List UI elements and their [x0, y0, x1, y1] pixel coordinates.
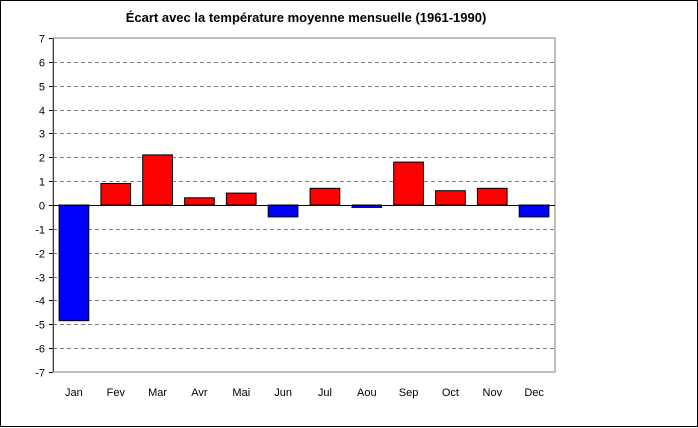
bar-mai [225, 192, 257, 206]
bar-jun [267, 204, 299, 218]
bar-avr [184, 197, 215, 206]
x-tick-label: Mar [148, 387, 167, 399]
bar-mar [142, 154, 173, 206]
y-tick-label: 4 [39, 106, 45, 118]
bars [58, 154, 550, 322]
x-tick-label: Mai [232, 387, 250, 399]
bar-fev [100, 183, 132, 206]
y-tick-label: 7 [39, 34, 45, 46]
y-tick-label: 3 [39, 129, 45, 141]
x-tick-label: Oct [442, 387, 459, 399]
y-tick-label: -5 [35, 320, 45, 332]
x-tick-label: Nov [483, 387, 503, 399]
x-tick-label: Jun [274, 387, 292, 399]
y-tick-label: -7 [35, 368, 45, 380]
bar-sep [393, 161, 424, 206]
bar-jul [309, 187, 341, 206]
x-tick-label: Sep [399, 387, 419, 399]
y-tick-label: -6 [35, 344, 45, 356]
y-axis-tick-labels: 7 6 5 4 3 2 1 0 -1 -2 -3 -4 -5 -6 -7 [35, 34, 45, 380]
y-tick-label: 6 [39, 58, 45, 70]
chart-title: Écart avec la température moyenne mensue… [125, 10, 487, 25]
x-tick-label: Fev [107, 387, 126, 399]
y-tick-label: -3 [35, 273, 45, 285]
y-tick-label: 1 [39, 177, 45, 189]
x-tick-label: Dec [524, 387, 544, 399]
x-tick-label: Avr [191, 387, 208, 399]
y-tick-label: 0 [39, 201, 45, 213]
bar-nov [476, 187, 508, 206]
y-tick-label: -1 [35, 225, 45, 237]
bar-oct [435, 190, 466, 206]
y-tick-label: -4 [35, 296, 45, 308]
x-tick-label: Aou [357, 387, 377, 399]
y-tick-label: -2 [35, 249, 45, 261]
bar-jan [58, 204, 90, 322]
y-tick-label: 5 [39, 82, 45, 94]
x-tick-label: Jul [318, 387, 332, 399]
x-axis-tick-labels: Jan Fev Mar Avr Mai Jun Jul Aou Sep Oct Nov Dec [65, 387, 544, 399]
x-tick-label: Jan [65, 387, 83, 399]
bar-dec [518, 204, 550, 218]
y-tick-label: 2 [39, 153, 45, 165]
